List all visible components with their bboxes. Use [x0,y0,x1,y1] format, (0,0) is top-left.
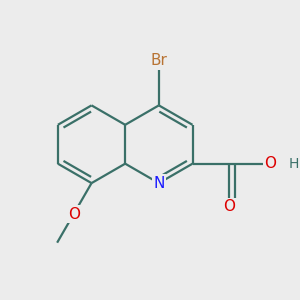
Text: O: O [224,199,236,214]
Text: O: O [264,156,276,171]
Text: H: H [289,157,299,171]
Text: O: O [68,207,80,222]
Text: Br: Br [150,53,167,68]
Text: N: N [153,176,164,190]
